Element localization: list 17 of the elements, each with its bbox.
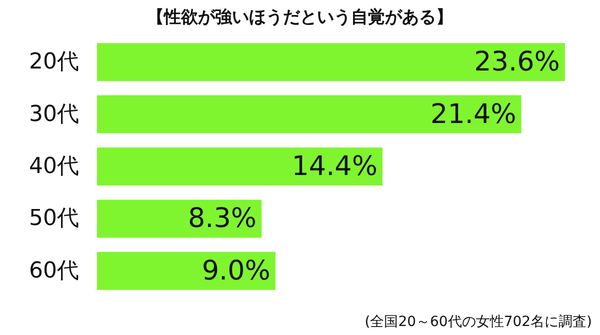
bar bbox=[97, 200, 262, 238]
y-tick-label: 40代 bbox=[29, 154, 79, 179]
data-label: 9.0% bbox=[202, 255, 270, 286]
data-label: 23.6% bbox=[474, 46, 560, 78]
bar bbox=[97, 148, 383, 186]
bar bbox=[97, 43, 565, 82]
bar bbox=[97, 252, 276, 290]
chart-title: 【性欲が強いほうだという自覚がある】 bbox=[147, 8, 453, 28]
data-label: 21.4% bbox=[430, 98, 516, 130]
y-tick-label: 50代 bbox=[29, 206, 79, 232]
y-tick-label: 60代 bbox=[29, 258, 79, 284]
y-tick-label: 20代 bbox=[29, 50, 79, 75]
text: (全国20～60代の女性702名に調査) bbox=[364, 314, 592, 330]
bar bbox=[97, 95, 522, 134]
y-tick-label: 30代 bbox=[29, 102, 79, 127]
data-label: 8.3% bbox=[188, 203, 257, 234]
data-label: 14.4% bbox=[292, 151, 378, 182]
